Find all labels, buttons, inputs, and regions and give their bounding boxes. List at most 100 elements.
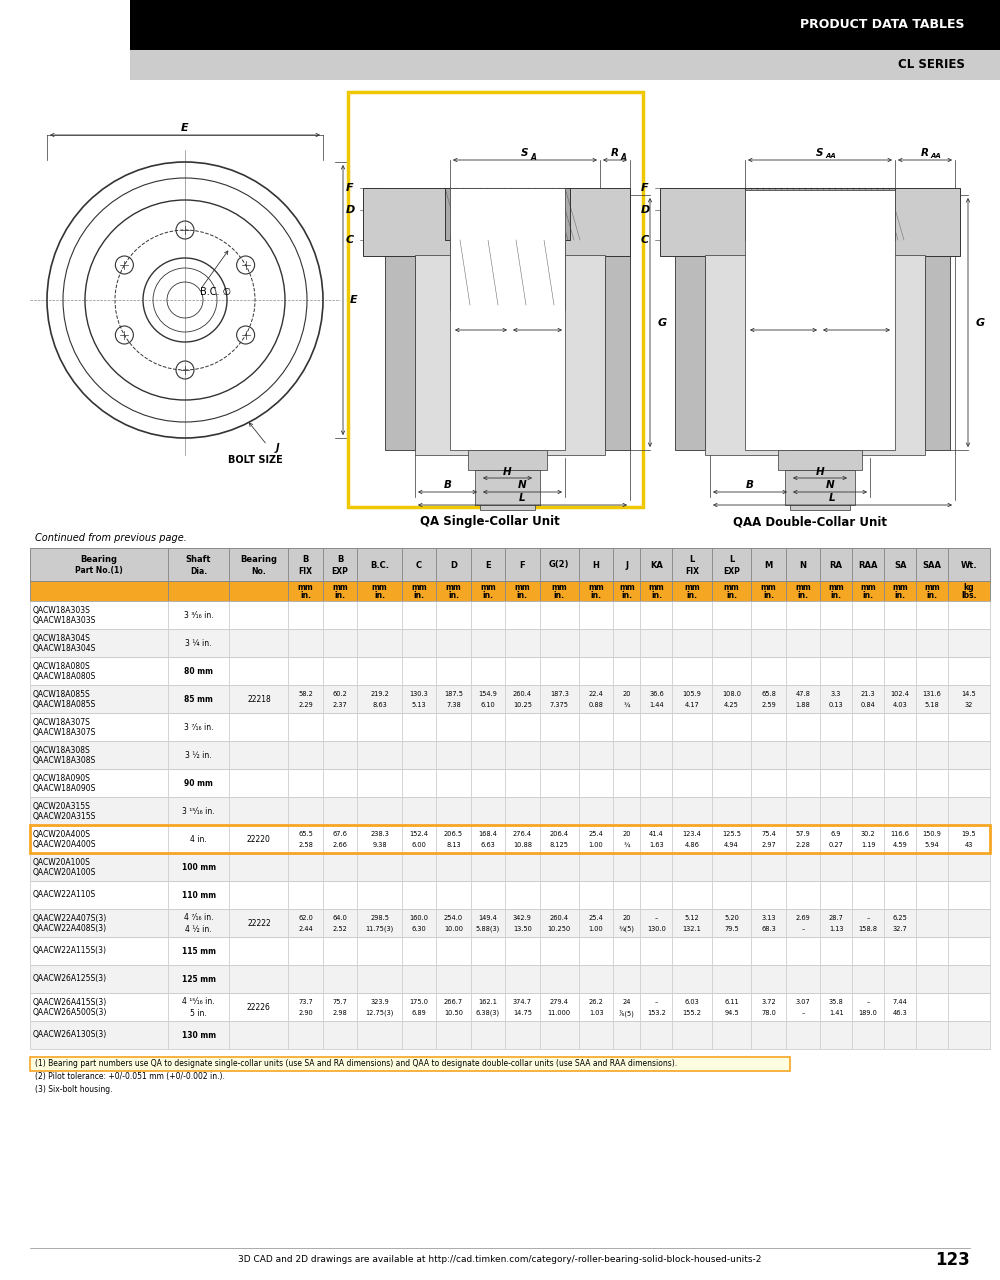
- Text: 4.94: 4.94: [724, 842, 739, 847]
- Bar: [30, 685, 990, 713]
- Bar: [471, 628, 505, 657]
- Text: 43: 43: [965, 842, 973, 847]
- Bar: [402, 741, 436, 769]
- Bar: [229, 965, 288, 993]
- Text: QAACW22A115S(3): QAACW22A115S(3): [33, 946, 107, 955]
- Text: B: B: [444, 480, 451, 490]
- Bar: [852, 937, 884, 965]
- Bar: [852, 769, 884, 797]
- Text: 5.20: 5.20: [724, 915, 739, 922]
- Text: 10.250: 10.250: [548, 925, 571, 932]
- Text: mm: mm: [619, 582, 635, 591]
- Text: 22218: 22218: [247, 695, 271, 704]
- Text: F: F: [641, 183, 649, 193]
- Text: 58.2: 58.2: [298, 691, 313, 698]
- Bar: [471, 881, 505, 909]
- Text: 123: 123: [935, 1251, 970, 1268]
- Text: QACW18A085S: QACW18A085S: [33, 690, 91, 699]
- Bar: [540, 881, 579, 909]
- Bar: [323, 937, 357, 965]
- Bar: [751, 852, 786, 881]
- Text: 65.8: 65.8: [761, 691, 776, 698]
- Bar: [751, 797, 786, 826]
- Text: mm: mm: [480, 582, 496, 591]
- Bar: [357, 797, 402, 826]
- Bar: [505, 852, 540, 881]
- Bar: [229, 685, 288, 713]
- Bar: [786, 602, 820, 628]
- Text: FIX: FIX: [685, 567, 699, 576]
- Text: 22222: 22222: [247, 919, 271, 928]
- Bar: [579, 852, 613, 881]
- Bar: [916, 581, 948, 602]
- Bar: [402, 628, 436, 657]
- Text: 41.4: 41.4: [649, 831, 664, 837]
- Text: 19.5: 19.5: [962, 831, 976, 837]
- Bar: [778, 451, 862, 470]
- Bar: [948, 581, 990, 602]
- Text: 276.4: 276.4: [513, 831, 532, 837]
- Bar: [579, 769, 613, 797]
- Text: 6.30: 6.30: [412, 925, 426, 932]
- Text: J: J: [275, 443, 279, 453]
- Bar: [751, 581, 786, 602]
- Text: BOLT SIZE: BOLT SIZE: [228, 454, 282, 465]
- Bar: [640, 581, 672, 602]
- Bar: [916, 881, 948, 909]
- Text: R: R: [611, 148, 619, 157]
- Text: 75.7: 75.7: [333, 998, 348, 1005]
- Bar: [640, 657, 672, 685]
- Text: QA Single-Collar Unit: QA Single-Collar Unit: [420, 516, 560, 529]
- Text: 160.0: 160.0: [409, 915, 428, 922]
- Bar: [288, 1021, 323, 1050]
- Bar: [168, 581, 229, 602]
- Text: QAACW22A110S: QAACW22A110S: [33, 891, 96, 900]
- Bar: [229, 769, 288, 797]
- Bar: [852, 741, 884, 769]
- Bar: [288, 852, 323, 881]
- Bar: [540, 993, 579, 1021]
- Bar: [505, 937, 540, 965]
- Bar: [30, 713, 168, 741]
- Bar: [540, 602, 579, 628]
- Bar: [884, 909, 916, 937]
- Text: 4 ⁷⁄₁₆ in.: 4 ⁷⁄₁₆ in.: [184, 914, 213, 923]
- Bar: [884, 881, 916, 909]
- Bar: [751, 602, 786, 628]
- Bar: [30, 84, 970, 525]
- Text: mm: mm: [761, 582, 776, 591]
- Bar: [579, 685, 613, 713]
- Bar: [540, 797, 579, 826]
- Bar: [436, 826, 471, 852]
- Bar: [672, 797, 712, 826]
- Bar: [948, 937, 990, 965]
- Bar: [475, 470, 540, 506]
- Text: QAACW26A125S(3): QAACW26A125S(3): [33, 974, 107, 983]
- Text: Part No.(1): Part No.(1): [75, 567, 123, 576]
- Text: in.: in.: [651, 590, 662, 599]
- Bar: [820, 909, 852, 937]
- Text: 85 mm: 85 mm: [184, 695, 213, 704]
- Bar: [786, 713, 820, 741]
- Text: 298.5: 298.5: [370, 915, 389, 922]
- Bar: [579, 937, 613, 965]
- Text: 6.9: 6.9: [831, 831, 841, 837]
- Text: 6.25: 6.25: [893, 915, 908, 922]
- Bar: [672, 852, 712, 881]
- Bar: [505, 581, 540, 602]
- Text: 2.59: 2.59: [761, 701, 776, 708]
- Text: L: L: [729, 554, 734, 563]
- Bar: [751, 741, 786, 769]
- Bar: [852, 965, 884, 993]
- Bar: [916, 852, 948, 881]
- Bar: [30, 1021, 990, 1050]
- Text: R: R: [921, 148, 929, 157]
- Bar: [357, 1021, 402, 1050]
- Text: G(2): G(2): [549, 561, 569, 570]
- Bar: [613, 797, 640, 826]
- Text: 110 mm: 110 mm: [182, 891, 216, 900]
- Bar: [288, 741, 323, 769]
- Bar: [820, 685, 852, 713]
- Text: mm: mm: [411, 582, 427, 591]
- Bar: [884, 937, 916, 965]
